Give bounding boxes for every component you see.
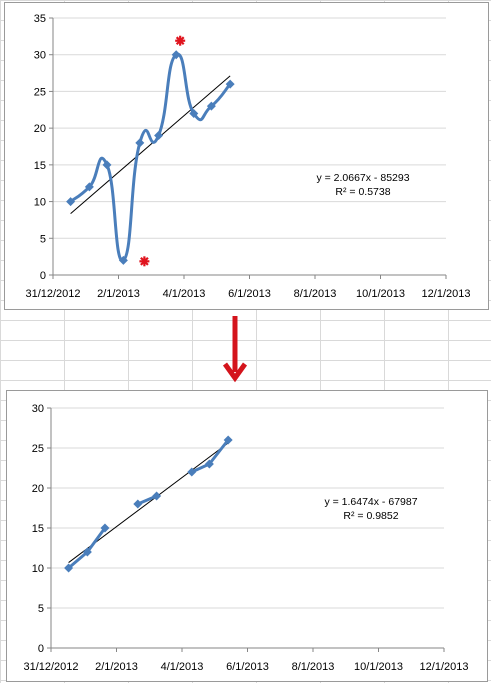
data-point — [66, 197, 76, 207]
x-tick-label: 2/1/2013 — [97, 288, 140, 300]
data-point — [102, 160, 112, 170]
x-tick-label: 2/1/2013 — [95, 661, 138, 673]
data-point — [118, 255, 128, 265]
x-tick-label: 31/12/2012 — [25, 288, 80, 300]
outlier-stroke — [140, 257, 149, 266]
y-tick-label: 15 — [32, 523, 44, 535]
data-point — [189, 108, 199, 118]
data-point — [135, 138, 145, 148]
x-tick-label: 12/1/2013 — [422, 288, 471, 300]
outlier-marker — [139, 256, 150, 267]
down-arrow-icon — [222, 316, 248, 383]
chart-original[interactable]: 0 5 10 15 20 25 30 35 31/12/2012 2/1/2013 4/1/2013… — [4, 2, 489, 310]
y-tick-label: 30 — [32, 403, 44, 415]
data-point — [82, 547, 92, 557]
y-tick-label: 10 — [32, 563, 44, 575]
outlier-marker — [175, 35, 186, 46]
chart-cleaned-svg: 0 5 10 15 20 25 30 31/12/2012 2/1/2013 4/1/2013 6/… — [23, 403, 469, 673]
data-point — [64, 563, 74, 573]
trendline-equation: y = 2.0667x - 85293 — [316, 172, 409, 184]
data-point — [187, 467, 197, 477]
y-tick-label: 15 — [34, 160, 46, 172]
data-point — [100, 523, 110, 533]
data-point — [223, 435, 233, 445]
x-tick-label: 4/1/2013 — [163, 288, 206, 300]
data-point — [133, 499, 143, 509]
chart-cleaned[interactable]: 0 5 10 15 20 25 30 31/12/2012 2/1/2013 4/1/2013 6/… — [6, 390, 488, 682]
x-tick-label: 12/1/2013 — [420, 661, 469, 673]
trendline — [70, 75, 231, 214]
x-tick-label: 8/1/2013 — [292, 661, 335, 673]
x-tick-label: 6/1/2013 — [228, 288, 271, 300]
trendline-r-squared: R² = 0.5738 — [335, 186, 390, 198]
y-tick-label: 30 — [34, 50, 46, 62]
y-tick-label: 35 — [34, 13, 46, 25]
series-line — [69, 53, 232, 262]
data-point — [84, 182, 94, 192]
y-tick-label: 10 — [34, 197, 46, 209]
y-tick-label: 0 — [38, 643, 44, 655]
y-tick-label: 25 — [34, 86, 46, 98]
trendline-equation: y = 1.6474x - 67987 — [324, 496, 417, 508]
y-tick-label: 20 — [34, 123, 46, 135]
data-point — [171, 50, 181, 60]
y-tick-label: 5 — [40, 233, 46, 245]
data-point — [152, 491, 162, 501]
trendline-r-squared: R² = 0.9852 — [343, 510, 398, 522]
x-tick-label: 6/1/2013 — [226, 661, 269, 673]
series-line — [67, 527, 107, 570]
x-tick-label: 31/12/2012 — [23, 661, 78, 673]
x-tick-label: 10/1/2013 — [354, 661, 403, 673]
data-point — [225, 79, 235, 89]
y-tick-label: 20 — [32, 483, 44, 495]
data-point — [206, 101, 216, 111]
x-tick-label: 8/1/2013 — [294, 288, 337, 300]
x-tick-label: 4/1/2013 — [161, 661, 204, 673]
y-tick-label: 0 — [40, 270, 46, 282]
chart-original-svg: 0 5 10 15 20 25 30 35 31/12/2012 2/1/2013 4/1/2013… — [25, 13, 471, 300]
outlier-stroke — [175, 36, 185, 46]
data-point — [204, 459, 214, 469]
x-tick-label: 10/1/2013 — [356, 288, 405, 300]
y-tick-label: 5 — [38, 603, 44, 615]
data-point — [154, 130, 164, 140]
y-tick-label: 25 — [32, 443, 44, 455]
